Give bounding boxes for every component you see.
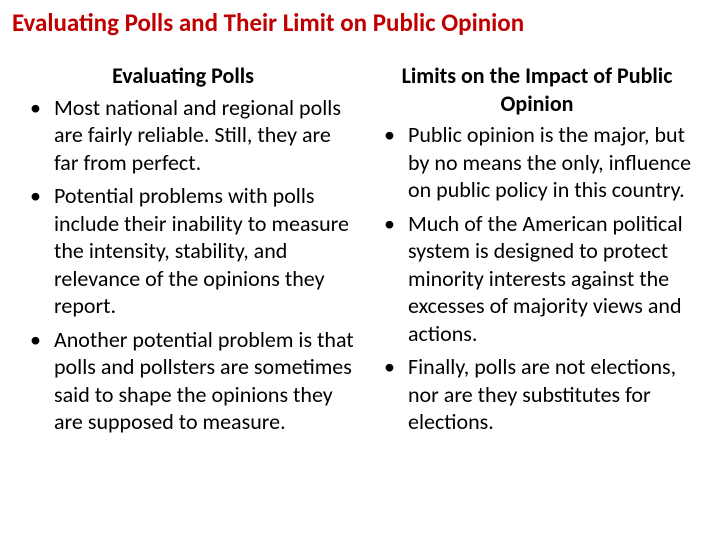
list-item: Much of the American political system is… bbox=[408, 210, 708, 348]
columns-container: Evaluating Polls Most national and regio… bbox=[12, 62, 708, 442]
right-column-heading: Limits on the Impact of Public Opinion bbox=[366, 62, 708, 117]
list-item: Another potential problem is that polls … bbox=[54, 326, 354, 436]
list-item: Potential problems with polls include th… bbox=[54, 182, 354, 320]
list-item: Finally, polls are not elections, nor ar… bbox=[408, 353, 708, 436]
left-bullet-list: Most national and regional polls are fai… bbox=[12, 94, 354, 436]
left-column-heading: Evaluating Polls bbox=[12, 62, 354, 90]
slide: Evaluating Polls and Their Limit on Publ… bbox=[0, 0, 720, 540]
right-bullet-list: Public opinion is the major, but by no m… bbox=[366, 121, 708, 436]
slide-title: Evaluating Polls and Their Limit on Publ… bbox=[12, 8, 708, 38]
right-column: Limits on the Impact of Public Opinion P… bbox=[366, 62, 708, 442]
left-column: Evaluating Polls Most national and regio… bbox=[12, 62, 354, 442]
list-item: Most national and regional polls are fai… bbox=[54, 94, 354, 177]
list-item: Public opinion is the major, but by no m… bbox=[408, 121, 708, 204]
